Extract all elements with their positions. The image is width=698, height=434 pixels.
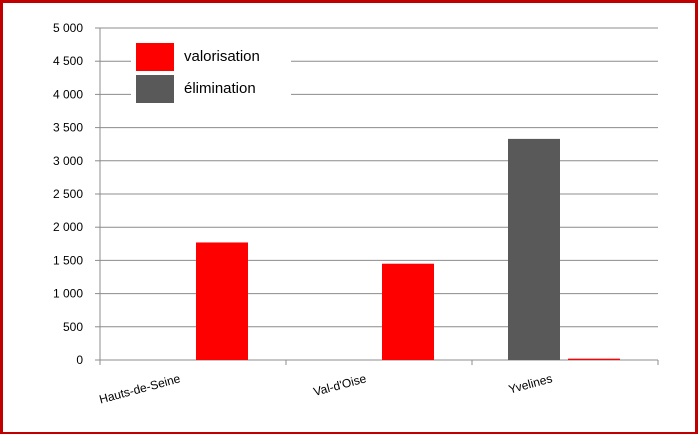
x-axis-tick-labels: Hauts-de-Seine Val-d'Oise Yvelines bbox=[98, 371, 554, 406]
bars bbox=[196, 138, 620, 360]
legend-label: valorisation bbox=[184, 48, 260, 65]
x-tick-label: Val-d'Oise bbox=[312, 371, 368, 399]
y-axis-tick-labels: 0 500 1 000 1 500 2 000 2 500 3 000 3 500 4 000 4… bbox=[53, 21, 100, 367]
bar-valorisation bbox=[568, 358, 620, 360]
y-tick-label: 4 500 bbox=[53, 54, 83, 68]
y-tick-label: 5 000 bbox=[53, 21, 83, 35]
y-tick-label: 4 000 bbox=[53, 87, 83, 101]
y-tick-label: 1 500 bbox=[53, 253, 83, 267]
legend-swatch bbox=[136, 43, 174, 71]
y-tick-label: 1 000 bbox=[53, 287, 83, 301]
y-tick-label: 500 bbox=[63, 320, 83, 334]
x-axis bbox=[99, 28, 659, 365]
x-tick-label: Hauts-de-Seine bbox=[98, 371, 182, 406]
y-tick-label: 2 500 bbox=[53, 187, 83, 201]
y-tick-label: 0 bbox=[76, 353, 83, 367]
bar-valorisation bbox=[196, 242, 248, 360]
bar-valorisation bbox=[382, 263, 434, 360]
y-tick-label: 3 500 bbox=[53, 121, 83, 135]
y-tick-label: 3 000 bbox=[53, 154, 83, 168]
y-tick-label: 2 000 bbox=[53, 220, 83, 234]
x-tick-label: Yvelines bbox=[507, 371, 554, 396]
legend-swatch bbox=[136, 75, 174, 103]
bar-elimination bbox=[508, 138, 560, 360]
legend-label: élimination bbox=[184, 80, 256, 97]
gridlines bbox=[100, 27, 658, 328]
legend: valorisation élimination bbox=[131, 40, 291, 106]
bar-chart: 0 500 1 000 1 500 2 000 2 500 3 000 3 500 4 000 4… bbox=[53, 21, 659, 406]
